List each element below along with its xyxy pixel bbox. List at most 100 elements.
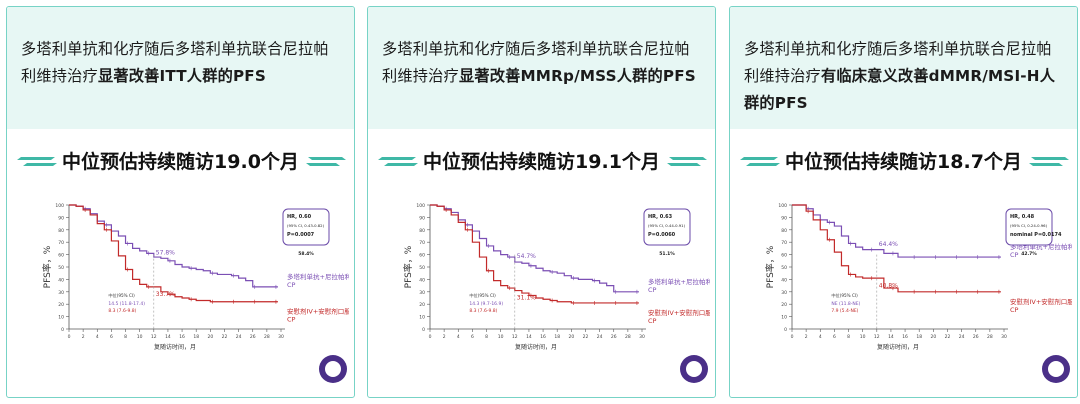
banner-text: 中位预估持续随访19.0个月	[62, 151, 299, 173]
x-tick-label: 16	[540, 334, 546, 340]
y-tick-label: 10	[58, 315, 64, 321]
rate-annotation-treatment: 57.8%	[156, 249, 175, 256]
x-tick-label: 10	[860, 334, 866, 340]
y-tick-label: 70	[781, 240, 787, 246]
y-tick-label: 100	[778, 203, 787, 209]
legend-treatment: 多塔利单抗+尼拉帕利+CP	[648, 277, 710, 294]
x-tick-label: 4	[96, 334, 99, 340]
x-tick-label: 0	[429, 334, 432, 340]
y-tick-label: 100	[55, 203, 64, 209]
banner-stripes	[378, 157, 707, 166]
y-tick-label: 40	[781, 277, 787, 283]
x-tick-label: 2	[805, 334, 808, 340]
series-line-treatment	[69, 204, 278, 288]
stats-line: P=0.0007	[287, 232, 315, 238]
series-line-placebo	[792, 204, 1001, 293]
stats-line: (95% CI, 0.24-0.96)	[1010, 223, 1048, 228]
y-tick-label: 80	[781, 228, 787, 234]
y-axis-label: PFS率，%	[764, 245, 776, 288]
legend-treatment: 多塔利单抗+尼拉帕利+CP	[287, 272, 349, 289]
legend-placebo: 安慰剂IV+安慰剂口服+CP	[648, 308, 710, 325]
stats-line: P=0.0060	[648, 232, 676, 238]
x-tick-label: 0	[68, 334, 71, 340]
series-line-placebo	[430, 204, 639, 304]
y-tick-label: 0	[422, 327, 425, 333]
x-tick-label: 24	[597, 334, 603, 340]
x-tick-label: 26	[973, 334, 979, 340]
x-tick-label: 6	[471, 334, 474, 340]
logo-mark-inner	[325, 361, 341, 377]
y-tick-label: 60	[781, 253, 787, 259]
y-tick-label: 30	[781, 290, 787, 296]
x-tick-label: 2	[82, 334, 85, 340]
panel-headline: 多塔利单抗和化疗随后多塔利单抗联合尼拉帕利维持治疗有临床意义改善dMMR/MSI…	[730, 7, 1077, 129]
y-tick-label: 90	[781, 215, 787, 221]
stats-note: 58.4%	[298, 251, 314, 257]
panel-dmmr-msi-h: 多塔利单抗和化疗随后多塔利单抗联合尼拉帕利维持治疗有临床意义改善dMMR/MSI…	[729, 6, 1078, 398]
median-treatment: 14.5 (11.8-17.4)	[108, 301, 145, 307]
x-tick-label: 22	[222, 334, 228, 340]
panel-headline: 多塔利单抗和化疗随后多塔利单抗联合尼拉帕利维持治疗显著改善MMRp/MSS人群的…	[368, 7, 715, 129]
y-tick-label: 70	[58, 240, 64, 246]
x-tick-label: 10	[137, 334, 143, 340]
x-tick-label: 30	[278, 334, 284, 340]
x-tick-label: 24	[236, 334, 242, 340]
rate-annotation-placebo: 31.1%	[517, 294, 536, 301]
median-header: 中位(95% CI)	[108, 292, 135, 299]
rate-annotation-placebo: 33.7%	[156, 291, 175, 298]
panel-mmrp-mss: 多塔利单抗和化疗随后多塔利单抗联合尼拉帕利维持治疗显著改善MMRp/MSS人群的…	[367, 6, 716, 398]
x-tick-label: 4	[819, 334, 822, 340]
x-tick-label: 4	[457, 334, 460, 340]
median-treatment: NE (11.8-NE)	[831, 301, 860, 307]
x-tick-label: 18	[916, 334, 922, 340]
x-tick-label: 20	[568, 334, 574, 340]
y-tick-label: 80	[419, 228, 425, 234]
x-axis-label: 复随访时间，月	[515, 343, 557, 351]
series-line-treatment	[792, 204, 1001, 258]
banner-stripes	[740, 157, 1069, 166]
stats-line: (95% CI, 0.44-0.91)	[648, 223, 686, 228]
y-tick-label: 50	[419, 265, 425, 271]
stats-line: HR, 0.48	[1010, 214, 1035, 220]
legend-placebo: 安慰剂IV+安慰剂口服+CP	[1010, 297, 1072, 314]
legend-line-2: CP	[287, 316, 296, 324]
x-tick-label: 6	[110, 334, 113, 340]
x-axis-label: 复随访时间，月	[877, 343, 919, 351]
y-tick-label: 20	[419, 302, 425, 308]
x-tick-label: 10	[498, 334, 504, 340]
legend-line-1: 安慰剂IV+安慰剂口服+	[1010, 297, 1072, 306]
y-tick-label: 50	[58, 265, 64, 271]
x-tick-label: 20	[207, 334, 213, 340]
x-tick-label: 8	[847, 334, 850, 340]
x-tick-label: 16	[179, 334, 185, 340]
y-tick-label: 90	[58, 215, 64, 221]
x-tick-label: 26	[250, 334, 256, 340]
rate-annotation-treatment: 54.7%	[517, 253, 536, 260]
legend-treatment: 多塔利单抗+尼拉帕利+CP	[1010, 242, 1072, 259]
x-tick-label: 2	[443, 334, 446, 340]
stats-note: 51.1%	[659, 251, 675, 257]
x-tick-label: 12	[874, 334, 880, 340]
headline-bold: 有临床意义改善dMMR/MSI-H人群的PFS	[744, 67, 1056, 112]
y-tick-label: 80	[58, 228, 64, 234]
legend-line-1: 安慰剂IV+安慰剂口服+	[287, 307, 349, 316]
median-placebo: 8.3 (7.6-9.8)	[469, 308, 497, 314]
x-tick-label: 14	[165, 334, 171, 340]
panel-itt: 多塔利单抗和化疗随后多塔利单抗联合尼拉帕利维持治疗显著改善ITT人群的PFS 中…	[6, 6, 355, 398]
logo-mark-inner	[686, 361, 702, 377]
y-tick-label: 100	[416, 203, 425, 209]
x-tick-label: 0	[791, 334, 794, 340]
followup-banner: 中位预估持续随访19.0个月	[7, 141, 354, 181]
rate-annotation-treatment: 64.4%	[879, 241, 898, 248]
x-tick-label: 24	[959, 334, 965, 340]
followup-banner: 中位预估持续随访19.1个月	[368, 141, 715, 181]
headline-bold: 显著改善ITT人群的PFS	[97, 67, 267, 85]
y-tick-label: 20	[58, 302, 64, 308]
stats-box	[282, 208, 330, 246]
y-tick-label: 30	[58, 290, 64, 296]
series-line-placebo	[69, 204, 278, 303]
x-tick-label: 26	[611, 334, 617, 340]
